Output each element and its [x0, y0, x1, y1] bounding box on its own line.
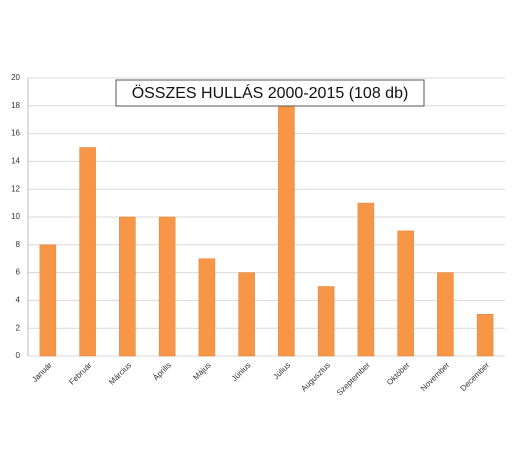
y-tick-label: 16 [11, 129, 20, 138]
y-tick-label: 20 [11, 73, 20, 82]
y-tick-label: 10 [11, 212, 20, 221]
y-tick-label: 2 [16, 323, 21, 332]
bar [198, 258, 216, 357]
x-tick-label: Április [151, 361, 173, 383]
y-tick-label: 18 [11, 101, 20, 110]
x-tick-label: Január [30, 360, 54, 384]
bar [357, 202, 375, 357]
bar [158, 216, 176, 357]
x-tick-label: December [459, 360, 492, 393]
x-tick-label: Március [107, 361, 133, 387]
bar [437, 272, 454, 357]
y-tick-label: 14 [11, 157, 20, 166]
bar [79, 147, 96, 357]
x-tick-label: Február [67, 360, 93, 386]
y-tick-label: 12 [11, 184, 20, 193]
x-tick-label: Július [271, 361, 292, 382]
y-tick-label: 6 [16, 268, 21, 277]
y-tick-label: 8 [16, 240, 21, 249]
title-box [115, 79, 425, 107]
bar [119, 216, 136, 357]
bar [397, 230, 414, 357]
x-tick-label: Szeptember [335, 360, 372, 397]
bar [238, 272, 255, 357]
y-tick-label: 4 [16, 296, 21, 305]
x-tick-label: Augusztus [299, 361, 332, 394]
chart-title: ÖSSZES HULLÁS 2000-2015 (108 db) [132, 83, 409, 102]
y-tick-label: 0 [16, 351, 21, 360]
bar [317, 286, 335, 357]
x-tick-label: Május [191, 361, 212, 382]
bar [39, 244, 57, 357]
bar [278, 105, 295, 357]
bar [476, 314, 494, 357]
x-tick-label: November [419, 360, 452, 393]
x-tick-label: Október [385, 360, 412, 387]
x-tick-label: Június [230, 361, 253, 384]
